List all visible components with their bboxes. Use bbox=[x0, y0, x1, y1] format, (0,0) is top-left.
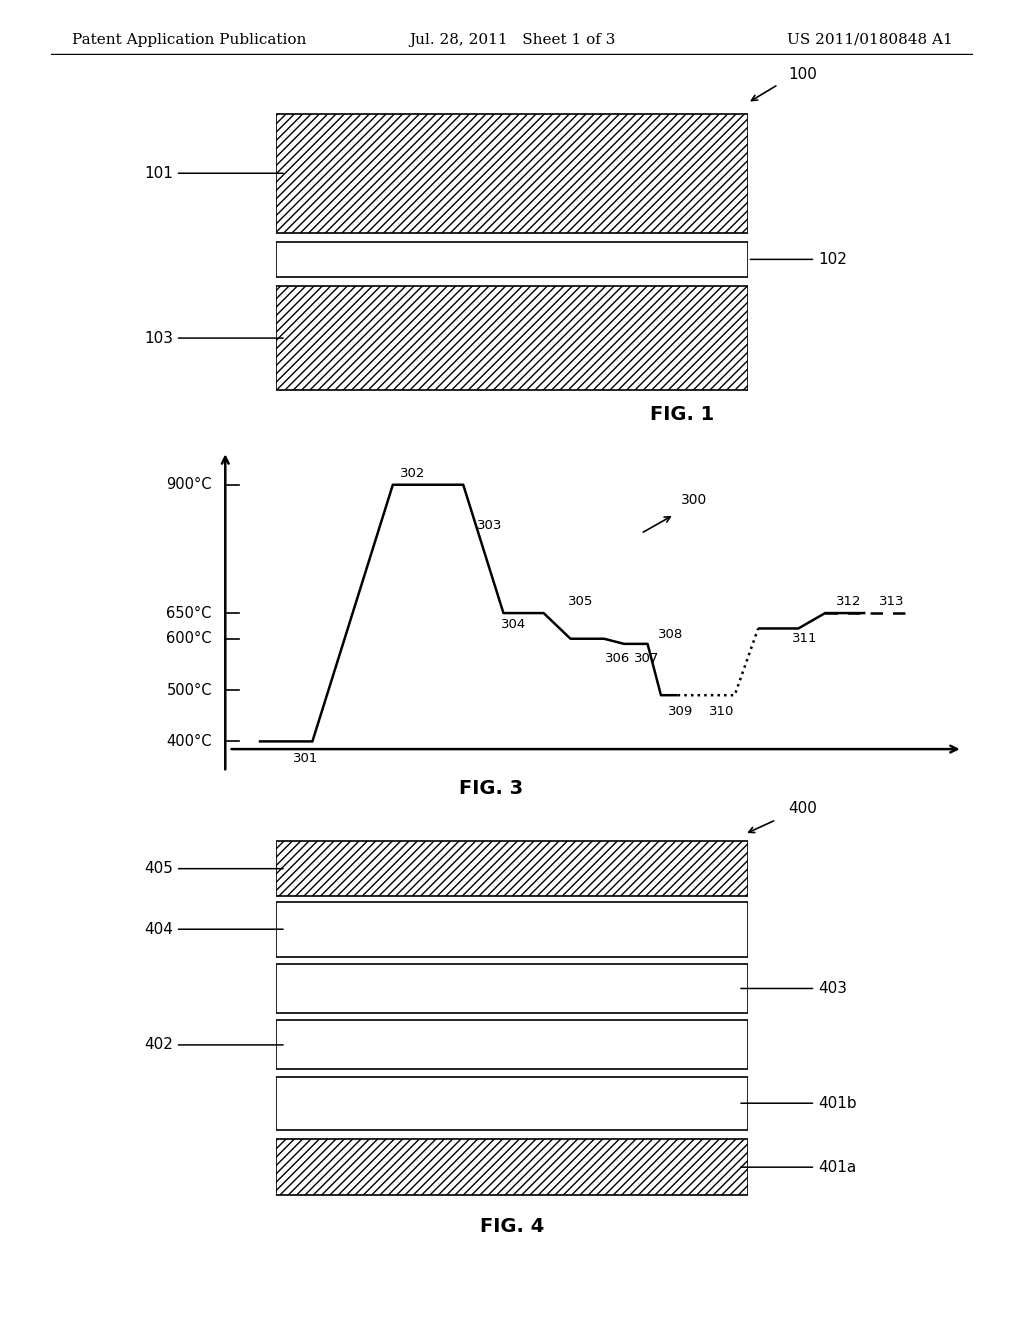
Text: 100: 100 bbox=[788, 67, 817, 82]
Text: 400°C: 400°C bbox=[166, 734, 212, 748]
Bar bbox=[276, 1139, 748, 1196]
Text: 500°C: 500°C bbox=[166, 682, 212, 697]
Text: 600°C: 600°C bbox=[166, 631, 212, 647]
Text: 401b: 401b bbox=[741, 1096, 857, 1110]
Text: 310: 310 bbox=[709, 705, 734, 718]
Bar bbox=[276, 1020, 748, 1069]
Bar bbox=[276, 964, 748, 1012]
Text: 400: 400 bbox=[788, 801, 817, 816]
Bar bbox=[276, 242, 748, 277]
Text: 102: 102 bbox=[751, 252, 847, 267]
Text: 103: 103 bbox=[143, 330, 283, 346]
Text: 401a: 401a bbox=[741, 1160, 856, 1175]
Text: FIG. 3: FIG. 3 bbox=[460, 779, 523, 797]
Text: 405: 405 bbox=[144, 861, 283, 876]
Text: 650°C: 650°C bbox=[167, 606, 212, 620]
Text: 302: 302 bbox=[400, 467, 426, 480]
Text: FIG. 4: FIG. 4 bbox=[480, 1217, 544, 1236]
Text: 306: 306 bbox=[605, 652, 630, 665]
Text: 303: 303 bbox=[477, 519, 503, 532]
Text: 300: 300 bbox=[681, 494, 708, 507]
Text: 304: 304 bbox=[501, 618, 526, 631]
Text: 403: 403 bbox=[741, 981, 847, 997]
Bar bbox=[276, 286, 748, 391]
Text: 311: 311 bbox=[793, 632, 818, 645]
Text: 313: 313 bbox=[880, 595, 905, 609]
Text: Jul. 28, 2011   Sheet 1 of 3: Jul. 28, 2011 Sheet 1 of 3 bbox=[410, 33, 616, 46]
Text: 900°C: 900°C bbox=[166, 478, 212, 492]
Text: FIG. 1: FIG. 1 bbox=[650, 405, 715, 424]
Bar bbox=[276, 114, 748, 232]
Text: US 2011/0180848 A1: US 2011/0180848 A1 bbox=[786, 33, 952, 46]
Text: 402: 402 bbox=[144, 1038, 283, 1052]
Text: 312: 312 bbox=[836, 595, 861, 609]
Text: 301: 301 bbox=[293, 752, 318, 764]
Text: 308: 308 bbox=[658, 628, 684, 642]
Bar bbox=[276, 902, 748, 957]
Text: 307: 307 bbox=[634, 652, 658, 665]
Text: Patent Application Publication: Patent Application Publication bbox=[72, 33, 306, 46]
Text: 101: 101 bbox=[144, 166, 283, 181]
Text: 404: 404 bbox=[144, 921, 283, 937]
Bar bbox=[276, 1077, 748, 1130]
Text: 309: 309 bbox=[669, 705, 693, 718]
Bar bbox=[276, 841, 748, 896]
Text: 305: 305 bbox=[568, 595, 593, 609]
